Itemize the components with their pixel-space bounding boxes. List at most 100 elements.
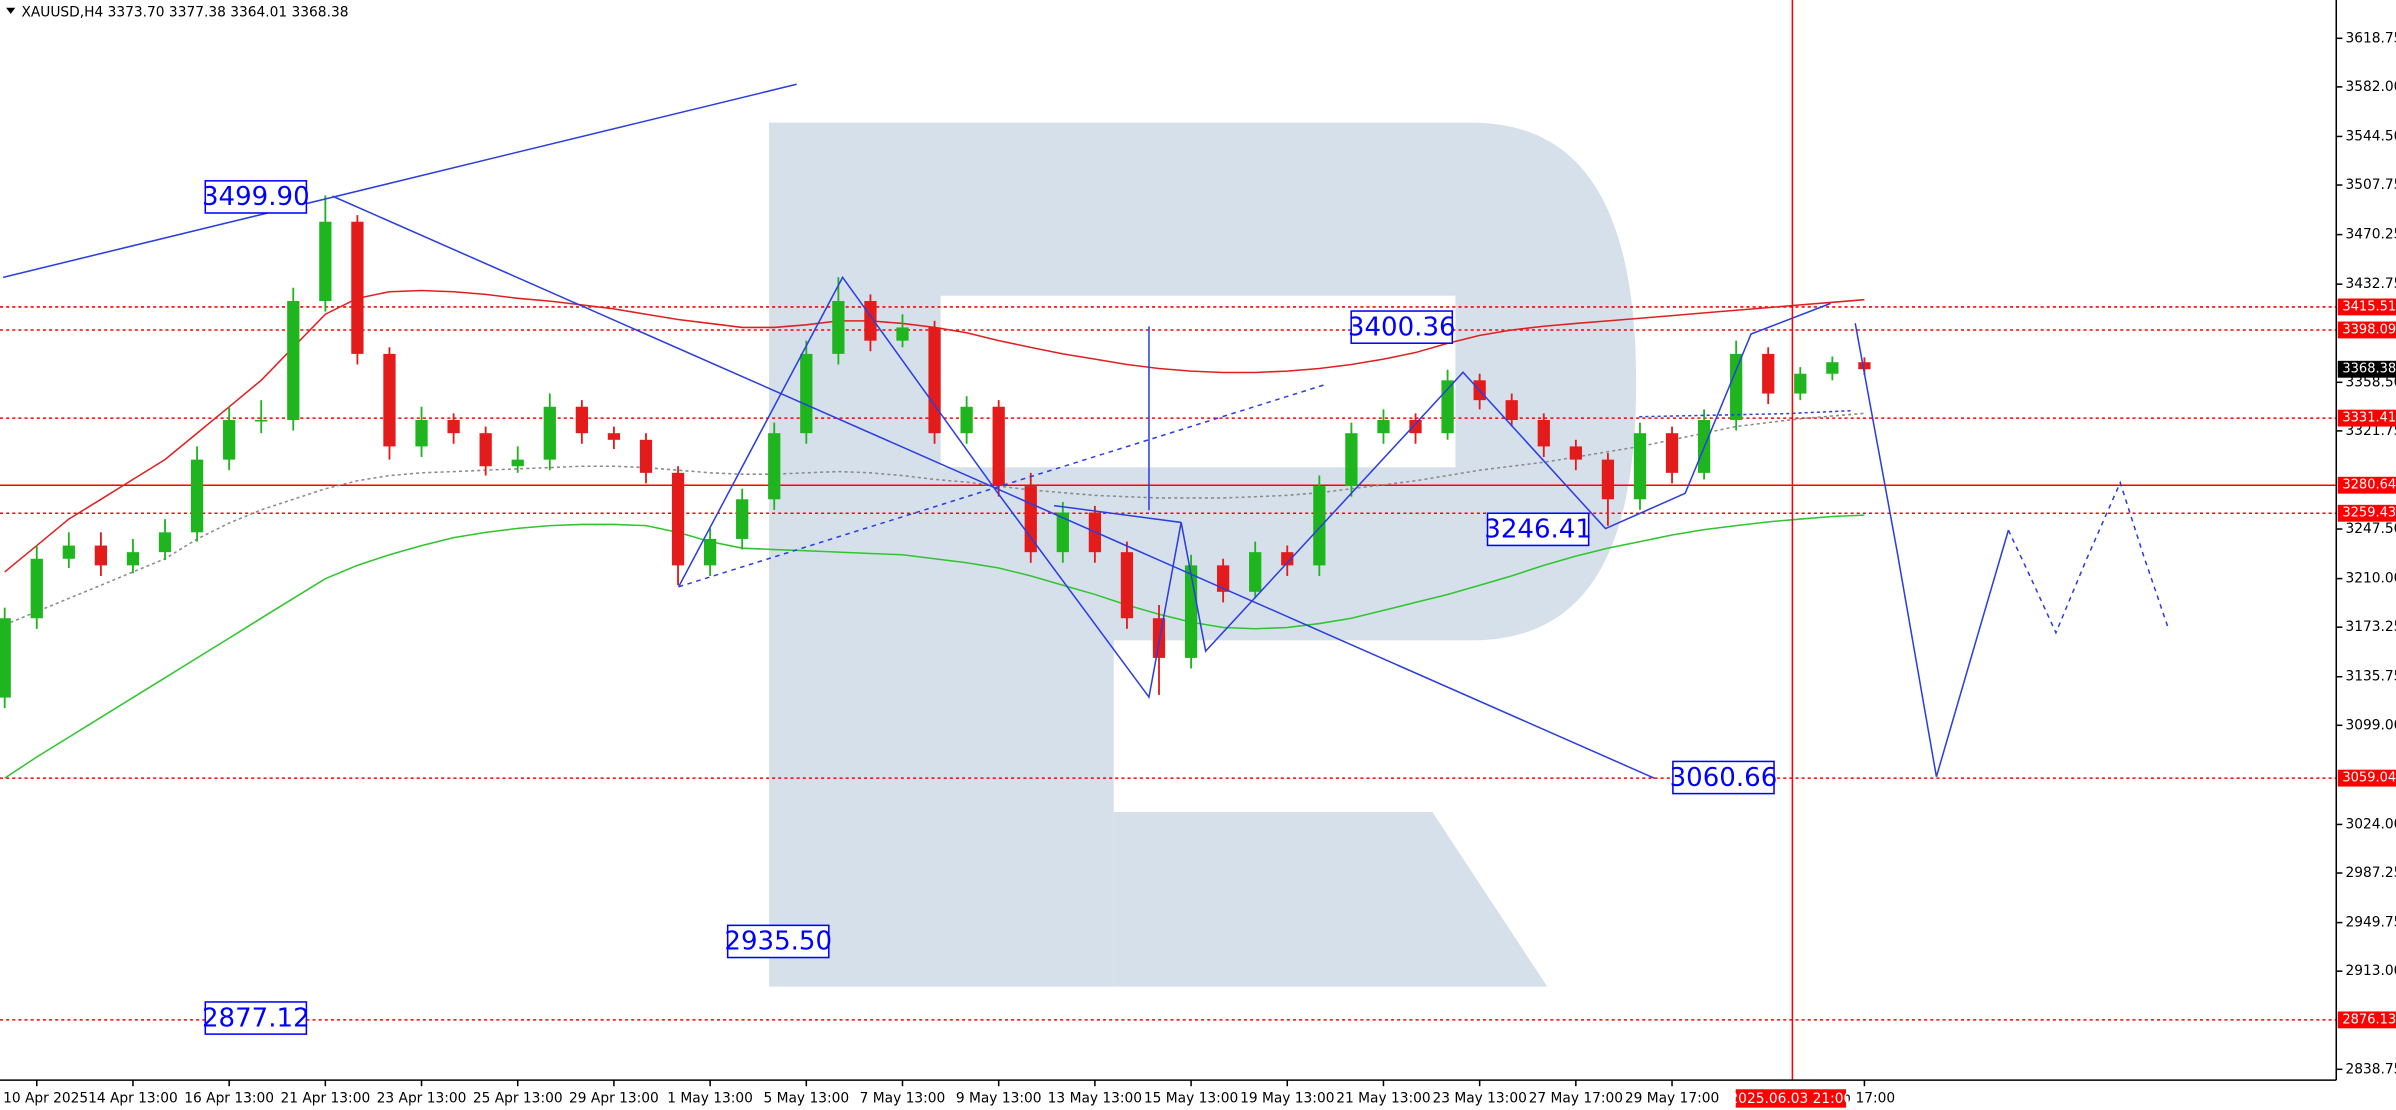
annotation-box (1486, 512, 1590, 547)
candle-body (1826, 362, 1839, 374)
x-tick-label: un 17:00 (1834, 1090, 1896, 1106)
y-tick-label: 2913.00 (2345, 963, 2396, 979)
y-tick-label: 3024.00 (2345, 816, 2396, 832)
x-tick-label: 27 May 17:00 (1529, 1090, 1623, 1106)
candle-body (511, 459, 524, 467)
candle-body (479, 433, 492, 467)
level-label-box (2337, 1011, 2396, 1029)
y-tick-label: 3432.75 (2345, 276, 2396, 292)
candle-body (190, 459, 204, 533)
moving-average (4, 514, 1865, 779)
candle-body (1665, 433, 1679, 473)
level-label: 3415.51 (2342, 299, 2396, 314)
candle-body (1569, 446, 1582, 460)
annotation-box (1350, 310, 1454, 344)
x-tick-label: 25 Apr 13:00 (473, 1090, 563, 1106)
candle-body (1217, 565, 1230, 592)
annotation-label: 3499.90 (202, 182, 310, 212)
candle-body (768, 433, 781, 500)
candle-body (1633, 433, 1647, 500)
candle-body (30, 558, 43, 619)
level-label: 3331.41 (2342, 411, 2396, 426)
annotation-label: 2877.12 (202, 1003, 310, 1033)
symbol-arrow (6, 7, 16, 14)
candle-body (94, 545, 108, 566)
levels (0, 306, 2337, 1021)
y-tick-label: 3618.75 (2345, 30, 2396, 46)
level-label: 3280.64 (2342, 478, 2396, 493)
candle-body (1537, 419, 1550, 447)
analysis-lines (2, 83, 2169, 779)
level-label: 3059.04 (2342, 771, 2396, 786)
y-tick-label: 3099.00 (2345, 717, 2396, 733)
candle-body (607, 433, 621, 440)
annotation-box (726, 924, 830, 959)
candle-body (800, 353, 813, 434)
candle-body (415, 419, 428, 447)
annotations: 3499.90 3400.36 3246.41 3060.66 2935.50 2877.… (202, 180, 1778, 1035)
y-tick-label: 2987.25 (2345, 865, 2396, 881)
y-tick-label: 3135.75 (2345, 669, 2396, 685)
level-label-box (2337, 476, 2396, 494)
y-tick-label: 3470.25 (2345, 227, 2396, 243)
candle-body (447, 419, 460, 434)
candle-body (0, 618, 11, 698)
candle-body (703, 538, 717, 566)
annotation-label: 3246.41 (1484, 515, 1592, 545)
x-tick-label: 29 Apr 13:00 (569, 1090, 659, 1106)
x-tick-label: 16 Apr 13:00 (184, 1090, 274, 1106)
y-tick-label: 3321.75 (2345, 423, 2396, 439)
level-label-box (2337, 769, 2396, 787)
wave-path (1639, 409, 1854, 418)
annotation-box (1672, 760, 1775, 795)
logo-body (769, 122, 1637, 987)
candle-body (1730, 353, 1743, 420)
x-tick-label: 19 May 13:00 (1240, 1090, 1334, 1106)
candle-body (1441, 380, 1454, 434)
candle-body (1249, 552, 1262, 592)
y-tick-label: 2838.75 (2345, 1061, 2396, 1077)
candle-body (1794, 373, 1807, 394)
annotation-label: 3060.66 (1670, 763, 1778, 793)
level-label-box (2337, 321, 2396, 339)
candle-body (543, 406, 556, 460)
candle-body (736, 499, 749, 539)
price-label-box (2337, 360, 2396, 378)
candle-body (928, 327, 941, 434)
y-tick-label: 3582.00 (2345, 79, 2396, 95)
candle-body (1056, 512, 1069, 553)
x-tick-label: 14 Apr 13:00 (88, 1090, 178, 1106)
candle-body (832, 301, 845, 354)
candle-body (1858, 362, 1871, 370)
candles (0, 195, 1871, 709)
y-tick-label: 3173.25 (2345, 619, 2396, 635)
level-label-box (2337, 504, 2396, 522)
candle-body (126, 552, 140, 566)
x-tick-label: 15 May 13:00 (1144, 1090, 1238, 1106)
cursor-label-box (1735, 1089, 1847, 1108)
candle-body (383, 353, 396, 447)
candle-body (992, 406, 1005, 487)
annotation-label: 2935.50 (724, 927, 832, 957)
chart-title: XAUUSD,H4 3373.70 3377.38 3364.01 3368.3… (21, 4, 348, 20)
candle-body (223, 419, 236, 460)
forecast-path (2007, 480, 2169, 635)
x-tick-label: 21 Apr 13:00 (280, 1090, 370, 1106)
annotation-label: 3400.36 (1348, 312, 1456, 342)
moving-average (4, 412, 1865, 626)
y-tick-label: 3507.75 (2345, 177, 2396, 193)
candle-body (1184, 565, 1198, 658)
x-tick-label: 7 May 13:00 (860, 1090, 946, 1106)
forecast-path (1854, 323, 2010, 777)
y-tick-label: 3544.50 (2345, 128, 2396, 144)
level-label: 2876.13 (2342, 1012, 2396, 1027)
wave-path (1053, 504, 1182, 524)
y-tick-label: 3210.00 (2345, 571, 2396, 587)
candle-body (287, 301, 300, 420)
candle-body (1377, 419, 1390, 434)
candle-body (1601, 459, 1615, 500)
level-label-box (2337, 298, 2396, 316)
candle-body (62, 545, 75, 559)
candle-body (1505, 400, 1518, 420)
